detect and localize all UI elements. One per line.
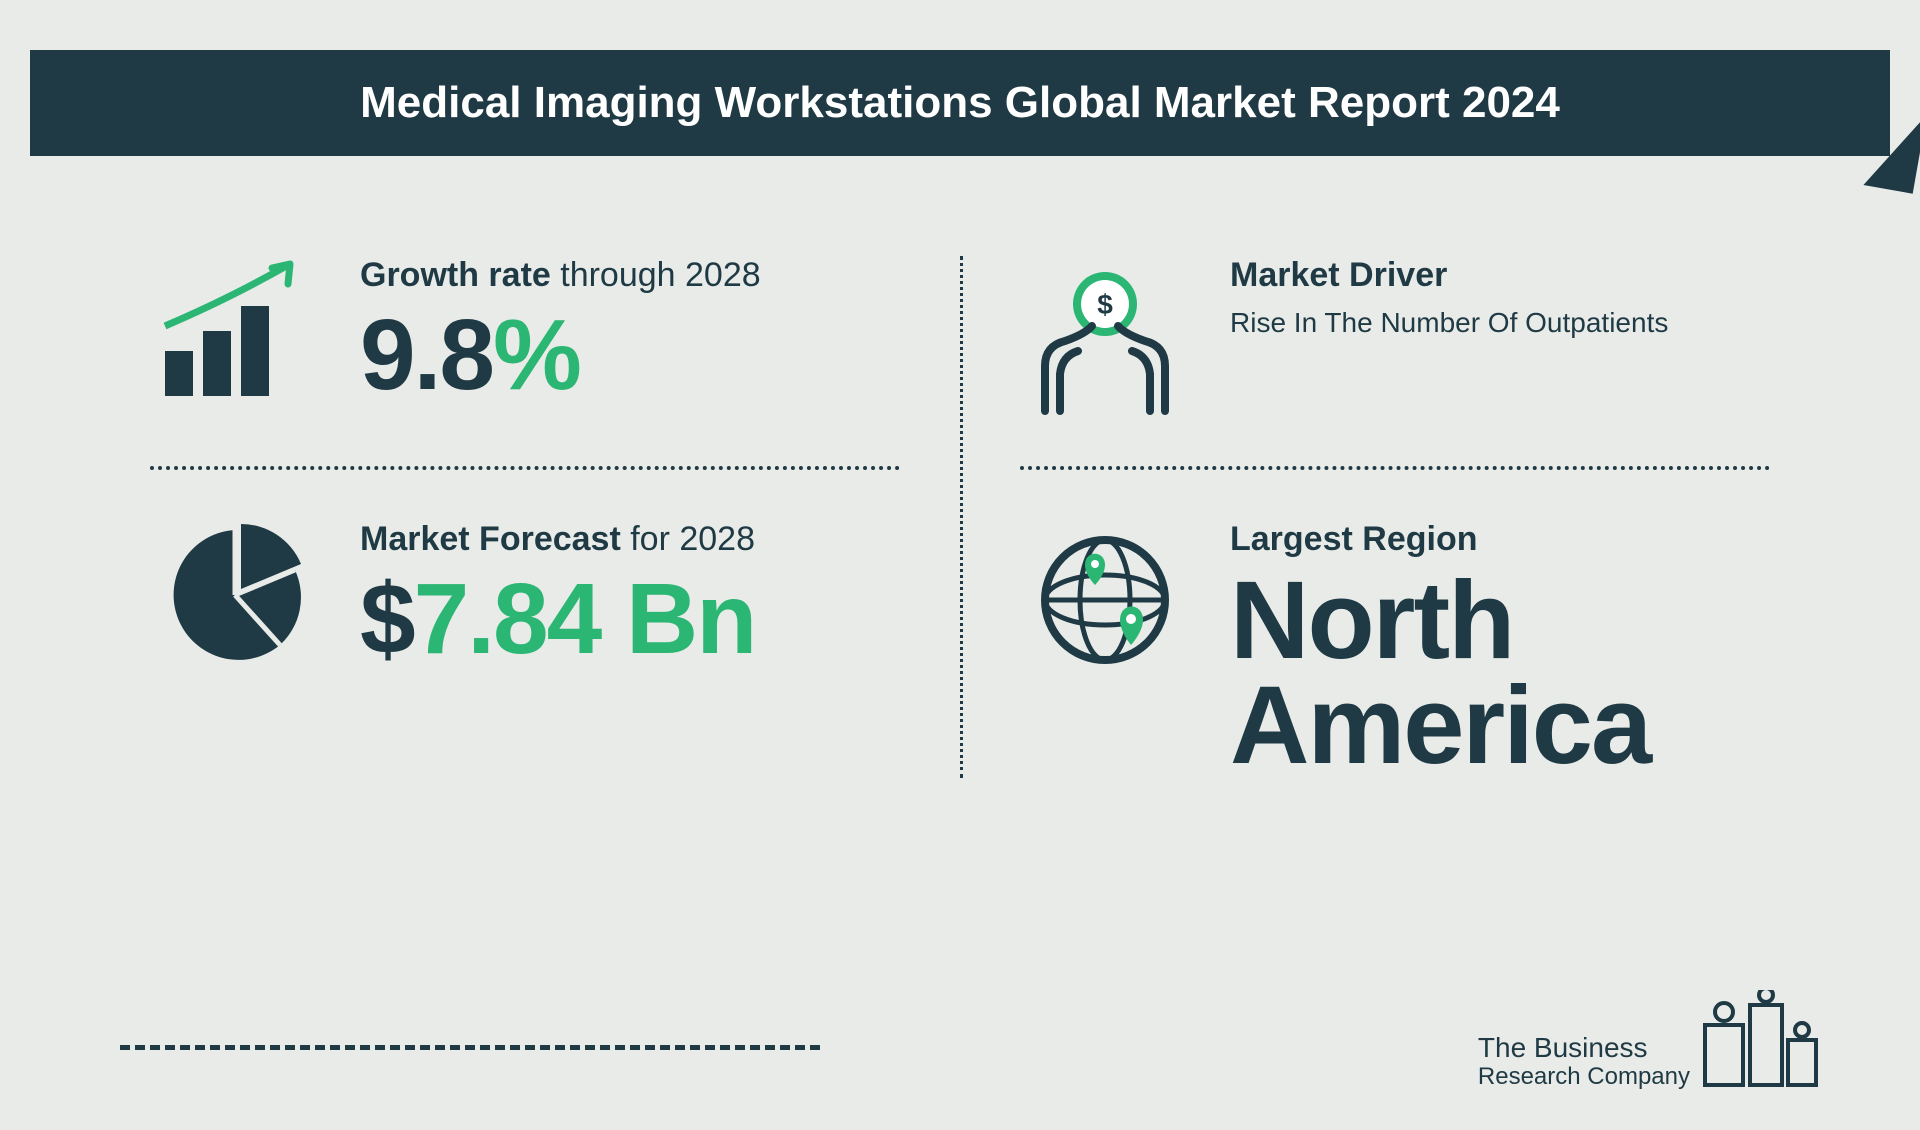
market-driver-block: $ Market Driver Rise In The Number Of Ou… (990, 236, 1800, 456)
svg-text:$: $ (1097, 289, 1113, 320)
vertical-divider (960, 256, 963, 778)
driver-text: Rise In The Number Of Outpatients (1230, 307, 1770, 339)
market-forecast-block: Market Forecast for 2028 $7.84 Bn (120, 500, 930, 710)
content-grid: Growth rate through 2028 9.8% (0, 156, 1920, 818)
report-title-bar: Medical Imaging Workstations Global Mark… (30, 50, 1890, 156)
horizontal-divider-left (150, 466, 900, 470)
bottom-dashed-line (120, 1045, 820, 1050)
left-column: Growth rate through 2028 9.8% (120, 236, 930, 818)
logo-text: The Business Research Company (1478, 1033, 1690, 1090)
region-value: North America (1230, 569, 1770, 778)
growth-rate-block: Growth rate through 2028 9.8% (120, 236, 930, 456)
region-label: Largest Region (1230, 520, 1770, 559)
company-logo: The Business Research Company (1478, 990, 1820, 1090)
report-title: Medical Imaging Workstations Global Mark… (360, 78, 1560, 127)
horizontal-divider-right (1020, 466, 1770, 470)
forecast-value: $7.84 Bn (360, 569, 900, 669)
pie-chart-icon (150, 520, 320, 670)
logo-buildings-icon (1700, 990, 1820, 1090)
driver-label: Market Driver (1230, 256, 1770, 295)
forecast-label: Market Forecast for 2028 (360, 520, 900, 559)
globe-pins-icon (1020, 520, 1190, 680)
growth-label: Growth rate through 2028 (360, 256, 900, 295)
hands-coin-icon: $ (1020, 256, 1190, 416)
largest-region-block: Largest Region North America (990, 500, 1800, 818)
growth-chart-icon (150, 256, 320, 416)
right-column: $ Market Driver Rise In The Number Of Ou… (990, 236, 1800, 818)
growth-value: 9.8% (360, 305, 900, 405)
